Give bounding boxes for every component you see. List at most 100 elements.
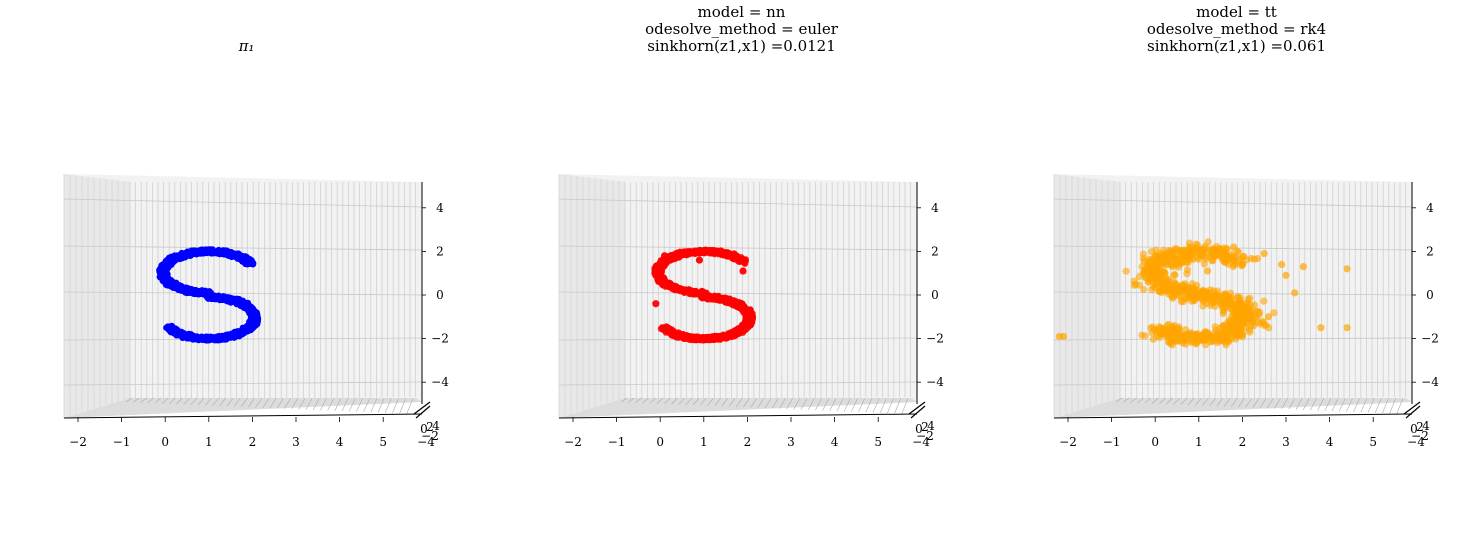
data-point — [1168, 292, 1176, 300]
data-point — [672, 251, 680, 259]
data-point — [1203, 289, 1211, 297]
side-pane — [559, 174, 625, 418]
floor-line — [1180, 397, 1188, 405]
floor-line — [793, 398, 801, 410]
floor-line — [1123, 397, 1130, 403]
grid-line — [558, 245, 918, 251]
floor-line — [1209, 398, 1216, 407]
floor-line — [656, 397, 664, 404]
y-tick-label: 2 — [426, 420, 434, 434]
x-tick-label: −2 — [69, 435, 87, 449]
floor-line — [721, 398, 729, 407]
data-point — [743, 314, 751, 321]
data-point — [1177, 297, 1185, 306]
floor-line — [642, 397, 649, 404]
x-tick-label: 5 — [874, 435, 882, 449]
floor-line — [685, 397, 693, 405]
floor-line — [1295, 398, 1303, 410]
data-point — [697, 249, 704, 256]
floor-line — [628, 397, 635, 403]
floor-line — [384, 398, 392, 413]
y-tick-label: −2 — [1411, 429, 1429, 443]
floor-line — [161, 397, 169, 404]
floor-line — [348, 398, 356, 412]
floor-line — [735, 398, 743, 407]
scatter-points — [651, 246, 757, 344]
data-point — [1234, 248, 1243, 256]
x-tick-label: −1 — [1103, 435, 1121, 449]
floor-line — [1166, 397, 1173, 405]
data-point — [660, 252, 669, 260]
data-point — [1223, 325, 1231, 333]
data-point — [1185, 239, 1194, 247]
data-point — [157, 272, 164, 280]
data-point — [711, 293, 719, 301]
floor-line — [779, 398, 786, 409]
floor-line — [305, 398, 313, 410]
z-tick-label: −2 — [926, 332, 944, 346]
x-tick-label: 1 — [205, 435, 213, 449]
data-point — [162, 262, 170, 269]
x-tick-label: −2 — [564, 435, 582, 449]
data-point — [1254, 254, 1262, 263]
floor-line — [312, 398, 320, 410]
floor-line — [1252, 398, 1260, 408]
data-point — [1164, 281, 1173, 289]
data-point — [695, 256, 704, 264]
data-point — [1343, 265, 1351, 273]
data-point — [1317, 324, 1325, 332]
floor-line — [262, 398, 270, 408]
floor-line — [276, 398, 284, 409]
data-point — [1185, 292, 1193, 300]
floor-line — [822, 398, 829, 411]
floor-line — [1245, 398, 1252, 408]
floor-line — [125, 397, 133, 403]
y-tick-label: −4 — [417, 435, 435, 449]
floor-line — [133, 397, 140, 403]
data-point — [661, 258, 669, 266]
data-point — [1174, 332, 1182, 340]
y-tick-label: −4 — [912, 435, 930, 449]
floor-line — [872, 398, 880, 413]
floor-line — [334, 398, 342, 411]
x-tick-label: −1 — [608, 435, 626, 449]
floor-line — [1331, 398, 1339, 412]
data-point — [165, 277, 172, 285]
x-axis-line — [558, 413, 918, 419]
panel-model-tt: model = tt odesolve_method = rk4 sinkhor… — [990, 0, 1480, 545]
floor-line — [197, 398, 205, 406]
data-point — [1203, 267, 1212, 275]
data-point — [1278, 260, 1286, 269]
x-tick-label: 3 — [787, 435, 795, 449]
data-point — [1191, 248, 1199, 256]
data-point — [1260, 249, 1268, 258]
data-point — [1282, 271, 1290, 279]
data-point — [1158, 261, 1167, 269]
data-point — [727, 299, 734, 306]
floor-line — [699, 398, 707, 406]
floor-line — [1151, 397, 1159, 404]
x-tick-label: 4 — [831, 435, 839, 449]
floor-line — [743, 398, 750, 408]
x-tick-label: 2 — [744, 435, 752, 449]
z-tick-label: 0 — [931, 288, 939, 302]
scatter-points — [1055, 238, 1351, 349]
data-point — [1159, 246, 1168, 255]
data-point — [201, 288, 208, 295]
floor-pane — [559, 398, 917, 418]
grid-line — [63, 198, 423, 208]
floor-line — [219, 398, 226, 407]
floor-line — [1374, 398, 1382, 413]
floor-line — [298, 398, 306, 410]
data-point — [238, 301, 246, 309]
y-tick-label: −2 — [916, 429, 934, 443]
data-point — [1205, 331, 1213, 340]
data-point — [735, 300, 742, 308]
z-tick-label: 2 — [1426, 244, 1434, 258]
floor-line — [865, 398, 873, 413]
floor-line — [728, 398, 736, 407]
floor-line — [1137, 397, 1144, 404]
data-point — [1264, 313, 1273, 321]
data-point — [1230, 243, 1238, 251]
